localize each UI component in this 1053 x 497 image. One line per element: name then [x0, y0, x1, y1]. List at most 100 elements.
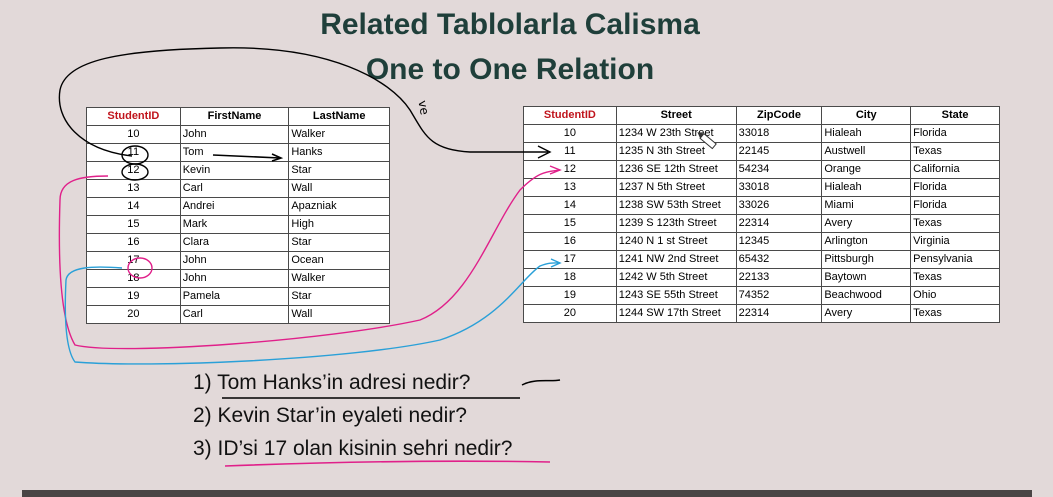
table-cell: Kevin — [179, 161, 290, 180]
table-row: 15 Mark High — [86, 215, 390, 234]
table-cell: 20 — [523, 304, 617, 323]
table-cell: Pamela — [179, 287, 290, 306]
table-cell: 14 — [523, 196, 617, 215]
table-cell: Wall — [288, 179, 390, 198]
table-cell: 1243 SE 55th Street — [615, 286, 737, 305]
col-header-lastname: LastName — [288, 107, 390, 126]
table-cell: 12 — [86, 161, 181, 180]
table-cell: 12 — [523, 160, 617, 179]
table-cell: Pittsburgh — [821, 250, 912, 269]
table-cell: Carl — [179, 305, 290, 324]
table-row: 16 1240 N 1 st Street 12345 Arlington Virgin… — [523, 232, 1000, 251]
table-cell: 1237 N 5th Street — [615, 178, 737, 197]
table-cell: Hialeah — [821, 124, 912, 143]
table-cell: Orange — [821, 160, 912, 179]
table-cell: 22133 — [735, 268, 823, 287]
table-cell: Texas — [910, 214, 1000, 233]
footer-bar — [22, 490, 1032, 497]
table-cell: 1238 SW 53th Street — [615, 196, 737, 215]
table-cell: 1244 SW 17th Street — [615, 304, 737, 323]
table-cell: Mark — [179, 215, 290, 234]
table-cell: 22145 — [735, 142, 823, 161]
table-cell: Walker — [288, 125, 390, 144]
table-row: 20 1244 SW 17th Street 22314 Avery Texas — [523, 304, 1000, 323]
col-header-street: Street — [615, 106, 737, 125]
table-cell: Star — [288, 287, 390, 306]
table-row: 18 John Walker — [86, 269, 390, 288]
table-cell: 13 — [523, 178, 617, 197]
addresses-table-body: 10 1234 W 23th Street 33018 Hialeah Florida 1… — [523, 124, 1000, 323]
table-cell: Andrei — [179, 197, 290, 216]
table-row: 20 Carl Wall — [86, 305, 390, 324]
table-cell: 15 — [523, 214, 617, 233]
table-cell: 11 — [523, 142, 617, 161]
table-cell: Texas — [910, 142, 1000, 161]
table-cell: 10 — [86, 125, 181, 144]
table-cell: 74352 — [735, 286, 823, 305]
table-row: 17 1241 NW 2nd Street 65432 Pittsburgh Pensy… — [523, 250, 1000, 269]
table-cell: 16 — [86, 233, 181, 252]
table-row: 10 John Walker — [86, 125, 390, 144]
table-cell: 14 — [86, 197, 181, 216]
table-cell: Pensylvania — [910, 250, 1000, 269]
table-cell: Texas — [910, 304, 1000, 323]
table-cell: 1242 W 5th Street — [615, 268, 737, 287]
ve-handwriting: ve — [415, 99, 431, 116]
table-cell: 13 — [86, 179, 181, 198]
table-row: 15 1239 S 123th Street 22314 Avery Texas — [523, 214, 1000, 233]
students-header-row: StudentID FirstName LastName — [86, 107, 390, 126]
table-cell: 1240 N 1 st Street — [615, 232, 737, 251]
table-cell: 18 — [523, 268, 617, 287]
table-row: 10 1234 W 23th Street 33018 Hialeah Florida — [523, 124, 1000, 143]
question-2: 2) Kevin Star’in eyaleti nedir? — [193, 404, 467, 427]
table-cell: John — [179, 251, 290, 270]
table-cell: 33018 — [735, 124, 823, 143]
table-cell: 10 — [523, 124, 617, 143]
table-cell: 1241 NW 2nd Street — [615, 250, 737, 269]
col-header-studentid: StudentID — [86, 107, 181, 126]
table-row: 13 1237 N 5th Street 33018 Hialeah Florida — [523, 178, 1000, 197]
table-cell: Ohio — [910, 286, 1000, 305]
table-cell: 19 — [523, 286, 617, 305]
addresses-header-row: StudentID Street ZipCode City State — [523, 106, 1000, 125]
col-header-studentid: StudentID — [523, 106, 617, 125]
table-row: 13 Carl Wall — [86, 179, 390, 198]
table-cell: Florida — [910, 178, 1000, 197]
table-row: 17 John Ocean — [86, 251, 390, 270]
table-cell: 16 — [523, 232, 617, 251]
students-table: StudentID FirstName LastName 10 John Walke… — [86, 107, 390, 324]
table-cell: John — [179, 125, 290, 144]
table-row: 19 1243 SE 55th Street 74352 Beachwood Ohio — [523, 286, 1000, 305]
table-cell: 19 — [86, 287, 181, 306]
table-cell: Star — [288, 161, 390, 180]
table-cell: 1234 W 23th Street — [615, 124, 737, 143]
col-header-firstname: FirstName — [179, 107, 290, 126]
table-cell: Virginia — [910, 232, 1000, 251]
table-cell: Arlington — [821, 232, 912, 251]
table-row: 16 Clara Star — [86, 233, 390, 252]
table-cell: Hialeah — [821, 178, 912, 197]
table-cell: 1236 SE 12th Street — [615, 160, 737, 179]
table-cell: 20 — [86, 305, 181, 324]
col-header-city: City — [821, 106, 912, 125]
table-cell: Walker — [288, 269, 390, 288]
table-cell: California — [910, 160, 1000, 179]
table-row: 12 1236 SE 12th Street 54234 Orange Californ… — [523, 160, 1000, 179]
table-cell: 22314 — [735, 304, 823, 323]
col-header-zipcode: ZipCode — [735, 106, 823, 125]
table-cell: Beachwood — [821, 286, 912, 305]
table-cell: Texas — [910, 268, 1000, 287]
table-cell: Tom — [179, 143, 290, 162]
table-cell: Avery — [821, 304, 912, 323]
table-cell: Apazniak — [288, 197, 390, 216]
table-cell: Wall — [288, 305, 390, 324]
table-cell: Miami — [821, 196, 912, 215]
question-1: 1) Tom Hanks’in adresi nedir? — [193, 371, 471, 394]
table-cell: Avery — [821, 214, 912, 233]
table-row: 19 Pamela Star — [86, 287, 390, 306]
table-cell: 15 — [86, 215, 181, 234]
table-cell: Star — [288, 233, 390, 252]
table-cell: 17 — [523, 250, 617, 269]
table-cell: John — [179, 269, 290, 288]
table-cell: 33018 — [735, 178, 823, 197]
